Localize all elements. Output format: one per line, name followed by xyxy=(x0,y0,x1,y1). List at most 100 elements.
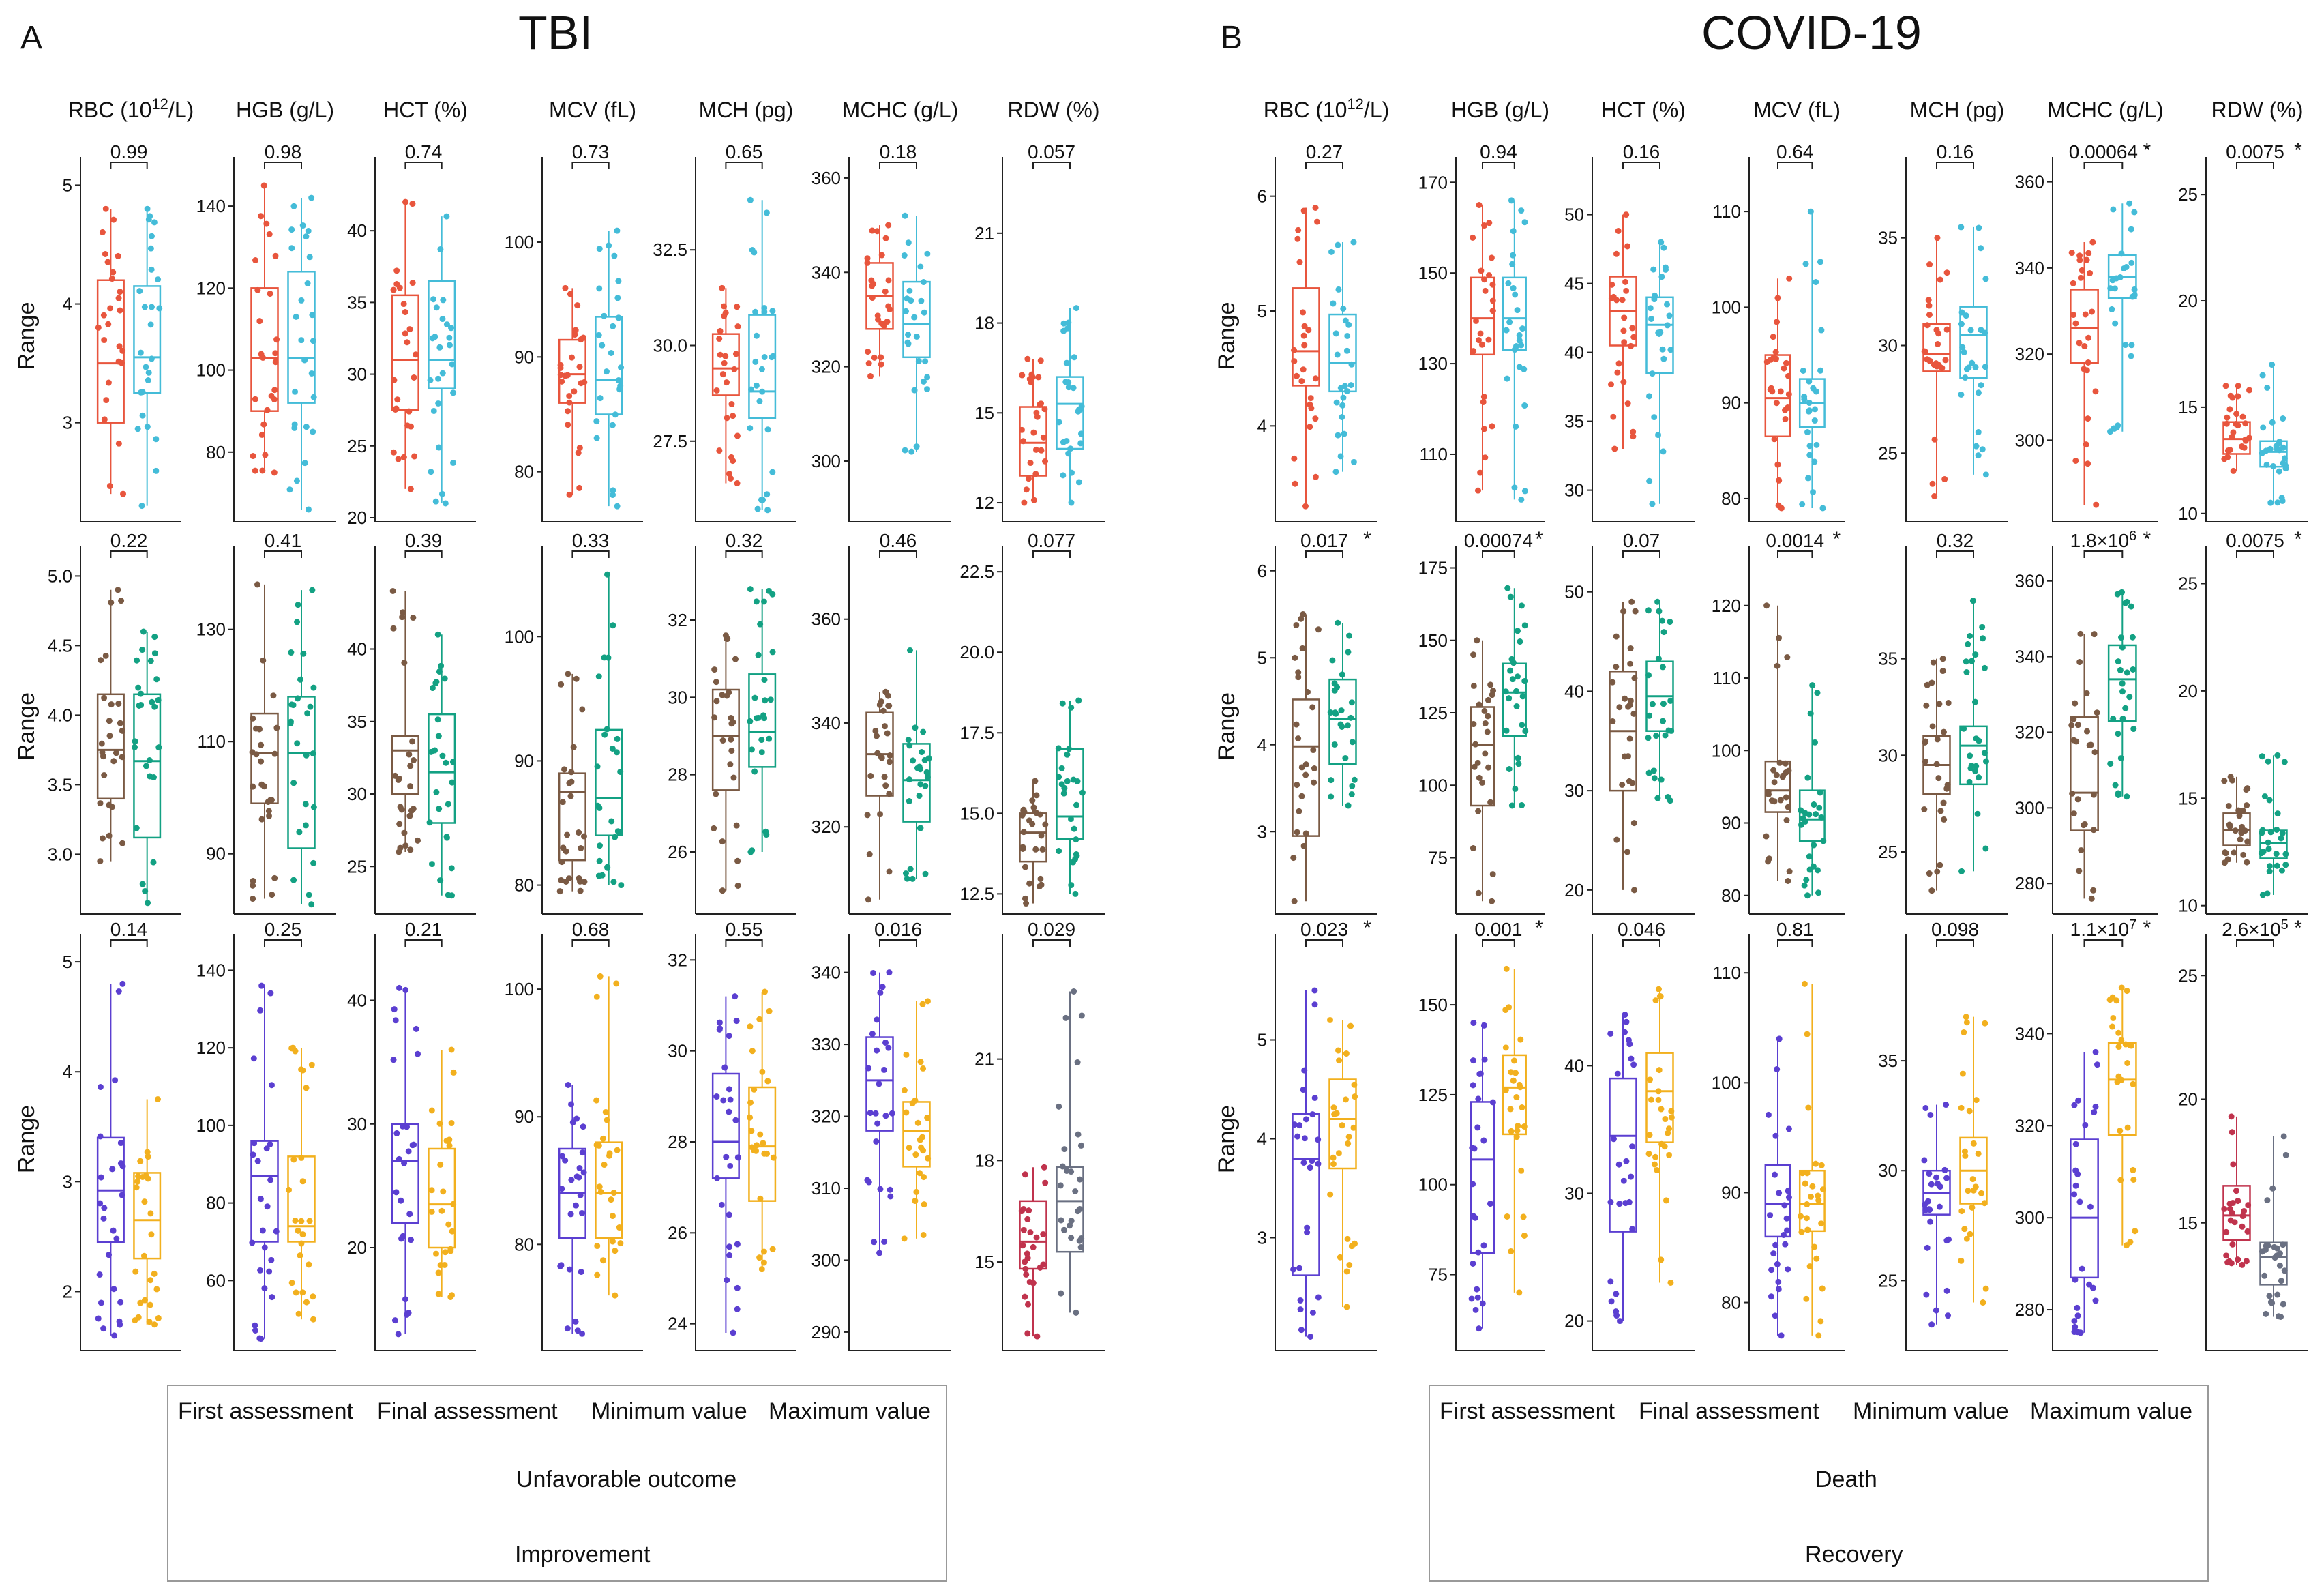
data-point xyxy=(1814,867,1821,874)
legend-group-unfavorable: Unfavorable outcome xyxy=(516,1467,737,1492)
data-point xyxy=(1035,374,1042,381)
data-point xyxy=(151,703,158,710)
data-point xyxy=(140,1252,147,1259)
data-point xyxy=(1506,319,1513,325)
data-point xyxy=(1341,383,1348,389)
data-point xyxy=(1020,1226,1027,1233)
data-point xyxy=(2081,343,2088,350)
box-unfavorable-outcome xyxy=(864,688,894,903)
data-point xyxy=(2274,810,2281,817)
data-point xyxy=(2258,850,2265,857)
p-value-label: 0.68 xyxy=(572,919,610,940)
data-point xyxy=(1922,739,1928,746)
data-point xyxy=(1628,598,1635,605)
data-point xyxy=(1488,254,1495,261)
data-point xyxy=(1072,1188,1079,1194)
data-point xyxy=(610,622,616,629)
data-point xyxy=(574,302,581,309)
data-point xyxy=(1817,259,1823,265)
data-point xyxy=(2261,1272,2268,1279)
data-point xyxy=(2226,406,2233,413)
p-value-label: 0.39 xyxy=(405,530,443,551)
data-point xyxy=(266,812,273,819)
data-point xyxy=(304,710,311,717)
data-point xyxy=(436,806,443,812)
data-point xyxy=(1963,312,1969,319)
data-point xyxy=(1346,1262,1353,1269)
significance-bracket xyxy=(1032,162,1071,169)
data-point xyxy=(1019,812,1026,819)
y-tick-label: 30 xyxy=(347,364,367,385)
data-point xyxy=(2130,1177,2137,1183)
data-point xyxy=(1809,682,1816,689)
data-point xyxy=(917,263,924,270)
data-point xyxy=(1350,458,1357,465)
data-point xyxy=(267,1177,274,1183)
data-point xyxy=(401,660,408,666)
data-point xyxy=(728,736,734,743)
data-point xyxy=(2264,384,2271,391)
y-tick-label: 280 xyxy=(2015,1299,2044,1320)
data-point xyxy=(449,759,456,765)
data-point xyxy=(1293,621,1300,628)
data-point xyxy=(1302,771,1309,778)
data-point xyxy=(2074,722,2081,728)
box-iqr xyxy=(1328,313,1357,393)
data-point xyxy=(1075,697,1082,704)
y-tick-label: 80 xyxy=(514,1234,534,1254)
data-point xyxy=(1351,1081,1358,1088)
y-tick-label: 3 xyxy=(1257,1228,1267,1248)
data-point xyxy=(728,454,734,460)
data-point xyxy=(1470,1082,1476,1089)
data-point xyxy=(1613,836,1620,843)
data-point xyxy=(137,1299,144,1306)
data-point xyxy=(2274,1245,2280,1252)
data-point xyxy=(1804,892,1811,899)
data-point xyxy=(1510,285,1517,292)
data-point xyxy=(1775,1286,1782,1293)
data-point xyxy=(396,284,403,291)
data-point xyxy=(2265,758,2271,765)
data-point xyxy=(2091,749,2098,756)
data-point xyxy=(874,1016,880,1023)
data-point xyxy=(2126,694,2133,701)
data-point xyxy=(1477,1070,1484,1077)
data-point xyxy=(1067,816,1074,823)
p-value-label: 0.16 xyxy=(1623,141,1660,162)
facet-title: RDW (%) xyxy=(1007,98,1099,122)
box-recovery xyxy=(1958,598,1989,874)
data-point xyxy=(1939,365,1946,372)
data-point xyxy=(147,773,153,780)
data-point xyxy=(1470,682,1477,689)
box-death xyxy=(1763,602,1793,884)
data-point xyxy=(1660,355,1667,362)
data-point xyxy=(441,675,448,682)
data-point xyxy=(435,1291,442,1297)
data-point xyxy=(873,1138,880,1145)
data-point xyxy=(608,818,615,825)
box-unfavorable-outcome xyxy=(390,198,419,492)
data-point xyxy=(2074,1304,2081,1311)
box-improvement xyxy=(287,587,317,908)
data-point xyxy=(299,1289,306,1296)
data-point xyxy=(714,1175,721,1181)
data-point xyxy=(1939,656,1946,662)
y-tick-label: 320 xyxy=(2015,1115,2044,1136)
data-point xyxy=(1982,1020,1988,1027)
facet-title: MCHC (g/L) xyxy=(842,98,959,122)
box-iqr xyxy=(391,1123,419,1224)
data-point xyxy=(438,490,445,497)
data-point xyxy=(1785,404,1791,411)
data-point xyxy=(1021,499,1028,506)
data-point xyxy=(572,1202,579,1209)
data-point xyxy=(393,267,400,274)
box-iqr xyxy=(287,696,316,849)
data-point xyxy=(880,707,887,714)
data-point xyxy=(1347,714,1354,721)
data-point xyxy=(887,752,893,759)
data-point xyxy=(1785,767,1792,774)
y-tick-label: 25 xyxy=(1878,1270,1898,1291)
y-tick-label: 35 xyxy=(347,292,367,312)
data-point xyxy=(406,751,413,758)
